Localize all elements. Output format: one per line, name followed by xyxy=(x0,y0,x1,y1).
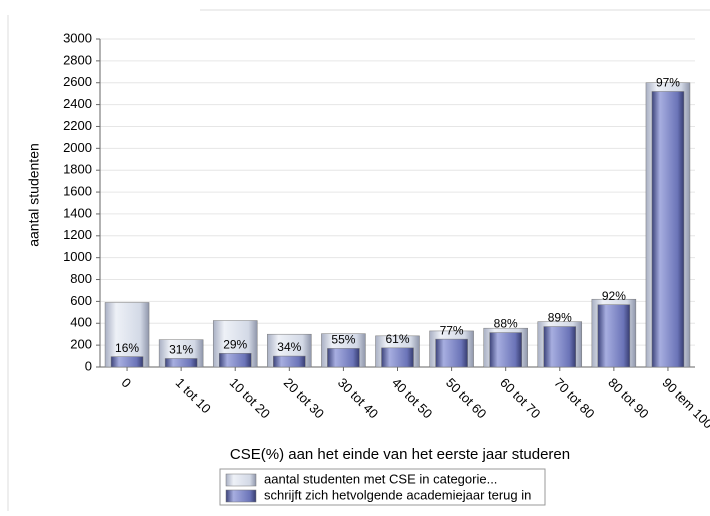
x-tick-label: 0 xyxy=(118,375,134,391)
x-tick-label: 80 tot 90 xyxy=(605,375,651,421)
y-tick-label: 400 xyxy=(70,315,92,330)
legend-box xyxy=(219,468,546,506)
percent-label: 55% xyxy=(331,333,355,347)
percent-label: 77% xyxy=(440,323,464,337)
legend-swatch xyxy=(225,489,257,503)
percent-label: 61% xyxy=(385,332,409,346)
percent-label: 88% xyxy=(494,317,518,331)
legend-swatch xyxy=(225,473,257,487)
y-tick-label: 1200 xyxy=(63,227,92,242)
bar xyxy=(327,348,360,368)
y-tick-label: 600 xyxy=(70,293,92,308)
bar xyxy=(218,353,252,368)
legend-label: aantal studenten met CSE in categorie... xyxy=(264,471,497,486)
y-tick-label: 1400 xyxy=(63,205,92,220)
y-tick-label: 800 xyxy=(70,271,92,286)
y-tick-label: 2200 xyxy=(63,118,92,133)
bar xyxy=(435,338,468,368)
y-tick-label: 1800 xyxy=(63,162,92,177)
bar xyxy=(543,326,577,368)
x-tick-label: 50 tot 60 xyxy=(443,375,489,421)
y-axis-title: aantal studenten xyxy=(26,143,42,247)
percent-label: 29% xyxy=(223,338,247,352)
percent-label: 16% xyxy=(115,341,139,355)
percent-label: 31% xyxy=(169,343,193,357)
bar xyxy=(381,347,414,368)
bar xyxy=(104,302,150,368)
x-tick-label: 10 tot 20 xyxy=(227,375,273,421)
y-tick-label: 1600 xyxy=(63,184,92,199)
y-tick-label: 2400 xyxy=(63,96,92,111)
y-tick-label: 2000 xyxy=(63,140,92,155)
legend: aantal studenten met CSE in categorie...… xyxy=(219,468,546,506)
x-tick-label: 90 tem 100 xyxy=(659,375,710,432)
percent-label: 89% xyxy=(548,311,572,325)
y-tick-label: 2800 xyxy=(63,52,92,67)
y-tick-label: 1000 xyxy=(63,249,92,264)
x-tick-label: 1 tot 10 xyxy=(173,375,214,416)
bar xyxy=(489,332,522,368)
legend-label: schrijft zich hetvolgende academiejaar t… xyxy=(264,487,531,502)
x-tick-label: 70 tot 80 xyxy=(551,375,597,421)
x-tick-label: 60 tot 70 xyxy=(497,375,543,421)
percent-label: 92% xyxy=(602,289,626,303)
y-tick-label: 2600 xyxy=(63,74,92,89)
percent-label: 34% xyxy=(277,340,301,354)
x-tick-label: 40 tot 50 xyxy=(389,375,435,421)
y-tick-label: 200 xyxy=(70,337,92,352)
x-tick-label: 20 tot 30 xyxy=(281,375,327,421)
x-tick-label: 30 tot 40 xyxy=(335,375,381,421)
bar xyxy=(273,355,306,368)
bar xyxy=(110,356,144,368)
x-axis-title: CSE(%) aan het einde van het eerste jaar… xyxy=(230,446,570,463)
bar xyxy=(651,91,685,368)
percent-label: 97% xyxy=(656,76,680,90)
y-tick-label: 3000 xyxy=(63,30,92,45)
bar xyxy=(164,358,198,368)
bar xyxy=(597,304,631,368)
y-tick-label: 0 xyxy=(85,358,92,373)
